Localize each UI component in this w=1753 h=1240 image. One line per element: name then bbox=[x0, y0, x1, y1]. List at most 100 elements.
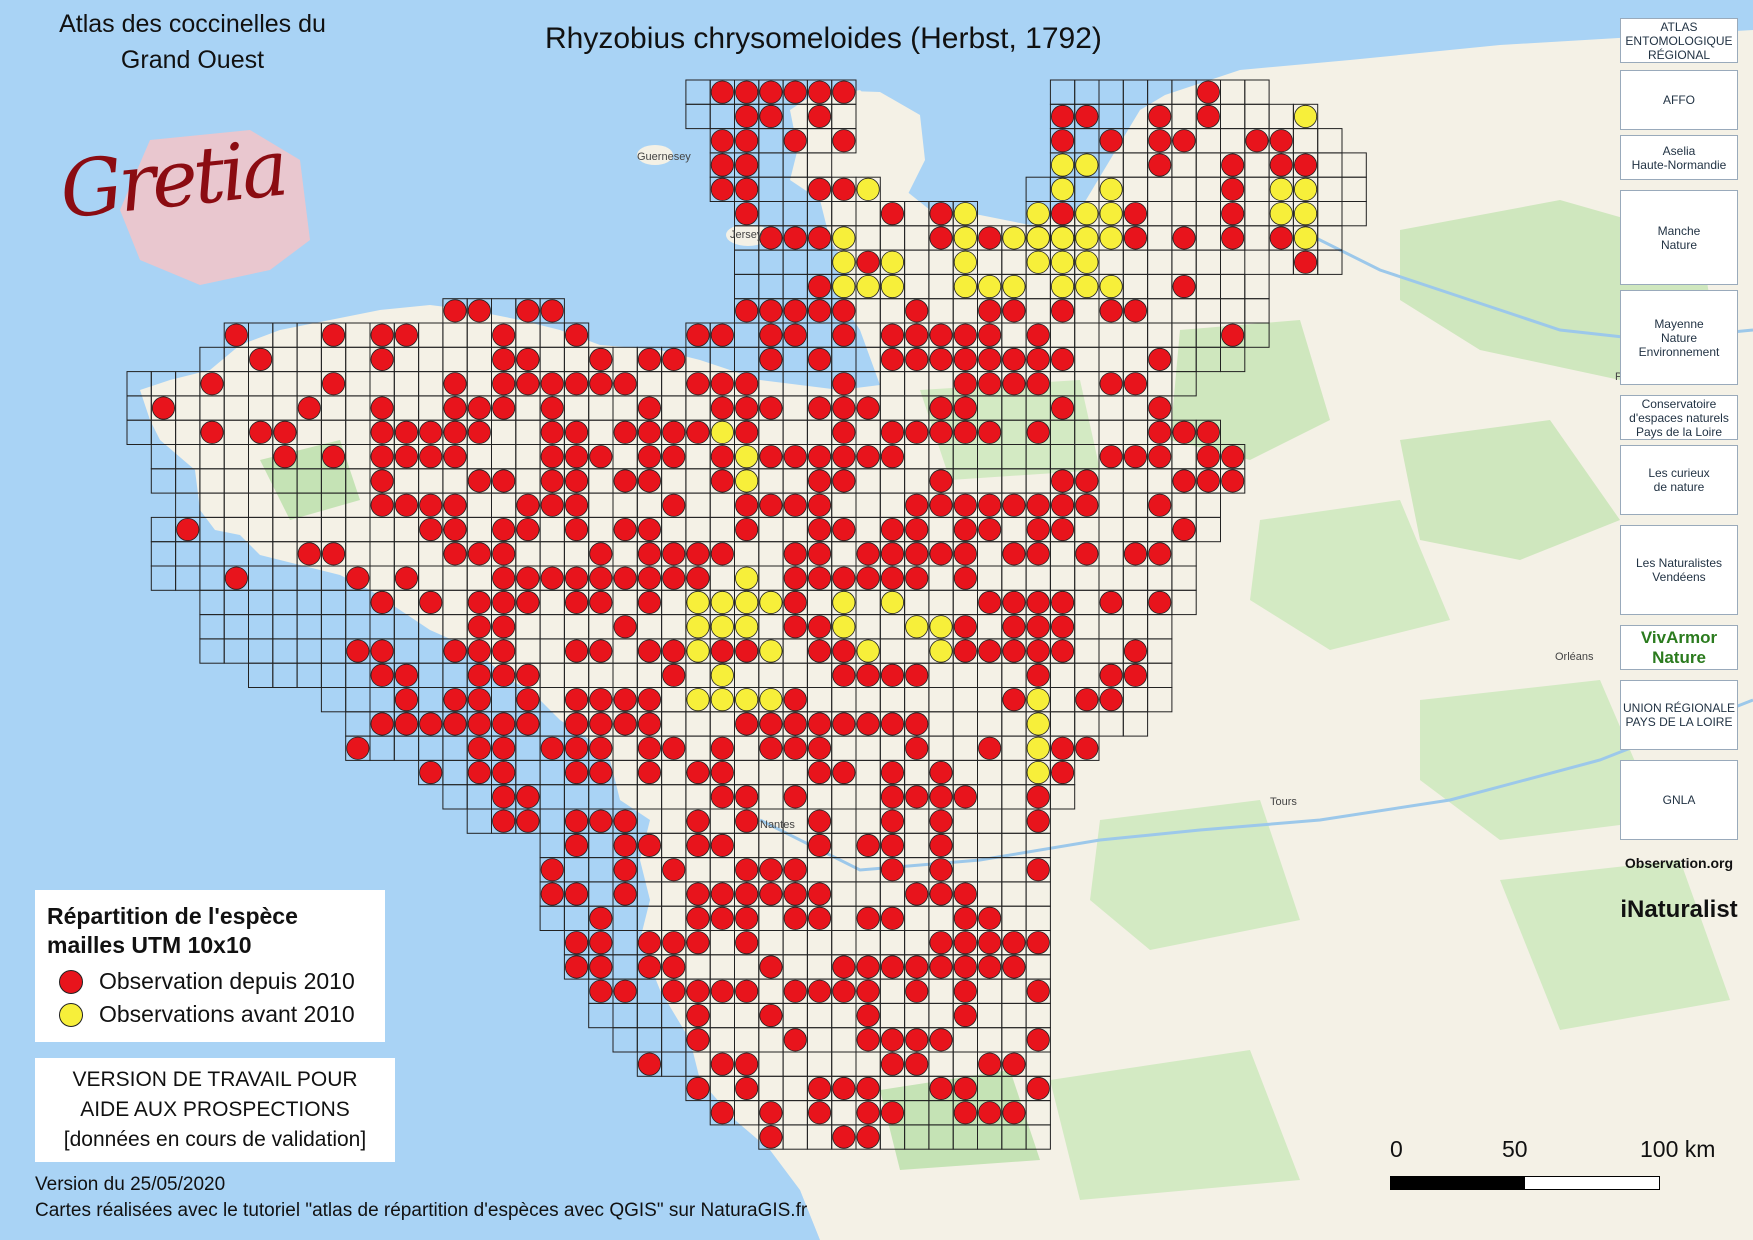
grid-cell bbox=[1195, 516, 1221, 543]
observation-since-2010-dot bbox=[516, 785, 540, 809]
observation-since-2010-dot bbox=[443, 639, 467, 663]
observation-before-2010-dot bbox=[856, 274, 880, 299]
observation-since-2010-dot bbox=[637, 833, 661, 857]
partner-logo: iNaturalist bbox=[1620, 896, 1738, 923]
observation-since-2010-dot bbox=[1123, 639, 1147, 663]
observation-since-2010-dot bbox=[443, 688, 467, 712]
observation-since-2010-dot bbox=[807, 493, 832, 517]
observation-since-2010-dot bbox=[613, 809, 637, 833]
observation-since-2010-dot bbox=[1026, 1076, 1050, 1100]
observation-since-2010-dot bbox=[1026, 1028, 1050, 1052]
observation-since-2010-dot bbox=[710, 639, 734, 663]
observation-since-2010-dot bbox=[540, 469, 564, 493]
observation-since-2010-dot bbox=[807, 833, 832, 857]
observation-since-2010-dot bbox=[564, 517, 589, 542]
note-line1: VERSION DE TRAVAIL POUR bbox=[72, 1068, 358, 1091]
observation-since-2010-dot bbox=[589, 906, 613, 930]
observation-since-2010-dot bbox=[516, 493, 540, 517]
observation-since-2010-dot bbox=[978, 1101, 1002, 1125]
legend-box: Répartition de l'espèce mailles UTM 10x1… bbox=[35, 890, 385, 1042]
observation-since-2010-dot bbox=[589, 372, 613, 396]
observation-since-2010-dot bbox=[856, 445, 880, 469]
observation-since-2010-dot bbox=[1221, 177, 1245, 201]
observation-since-2010-dot bbox=[783, 615, 807, 639]
observation-before-2010-dot bbox=[880, 274, 904, 299]
observation-since-2010-dot bbox=[759, 712, 783, 736]
observation-since-2010-dot bbox=[832, 1076, 856, 1100]
scale-segment-white bbox=[1524, 1176, 1660, 1190]
observation-since-2010-dot bbox=[1026, 372, 1050, 396]
observation-since-2010-dot bbox=[1172, 274, 1196, 299]
observation-since-2010-dot bbox=[564, 955, 589, 979]
observation-since-2010-dot bbox=[783, 80, 807, 104]
observation-since-2010-dot bbox=[735, 931, 759, 955]
observation-since-2010-dot bbox=[905, 566, 929, 590]
observation-before-2010-dot bbox=[1051, 177, 1075, 201]
observation-since-2010-dot bbox=[1123, 542, 1147, 566]
observation-since-2010-dot bbox=[637, 517, 661, 542]
observation-before-2010-dot bbox=[1075, 202, 1099, 226]
observation-since-2010-dot bbox=[832, 566, 856, 590]
observation-since-2010-dot bbox=[905, 1052, 929, 1076]
observation-since-2010-dot bbox=[249, 347, 273, 372]
observation-since-2010-dot bbox=[1075, 493, 1099, 517]
observation-since-2010-dot bbox=[735, 129, 759, 153]
observation-since-2010-dot bbox=[1026, 542, 1050, 566]
observation-since-2010-dot bbox=[1075, 688, 1099, 712]
observation-since-2010-dot bbox=[637, 469, 661, 493]
observation-since-2010-dot bbox=[613, 420, 637, 444]
observation-since-2010-dot bbox=[443, 493, 467, 517]
observation-since-2010-dot bbox=[589, 955, 613, 979]
observation-since-2010-dot bbox=[759, 858, 783, 882]
observation-before-2010-dot bbox=[735, 566, 759, 590]
observation-since-2010-dot bbox=[807, 639, 832, 663]
observation-since-2010-dot bbox=[1196, 445, 1220, 469]
observation-before-2010-dot bbox=[1026, 250, 1050, 274]
grid-cell bbox=[1341, 201, 1367, 227]
observation-since-2010-dot bbox=[832, 760, 856, 785]
observation-since-2010-dot bbox=[394, 493, 419, 517]
legend-item-old: Observations avant 2010 bbox=[47, 1001, 373, 1028]
observation-since-2010-dot bbox=[394, 445, 419, 469]
partner-logo: Manche Nature bbox=[1620, 190, 1738, 285]
observation-since-2010-dot bbox=[613, 566, 637, 590]
observation-since-2010-dot bbox=[1221, 323, 1245, 347]
observation-since-2010-dot bbox=[880, 858, 904, 882]
observation-since-2010-dot bbox=[1002, 1101, 1026, 1125]
observation-since-2010-dot bbox=[978, 226, 1002, 250]
observation-since-2010-dot bbox=[516, 566, 540, 590]
observation-since-2010-dot bbox=[1002, 347, 1026, 372]
observation-since-2010-dot bbox=[905, 882, 929, 906]
observation-since-2010-dot bbox=[1099, 129, 1123, 153]
observation-since-2010-dot bbox=[710, 542, 734, 566]
observation-since-2010-dot bbox=[589, 931, 613, 955]
observation-before-2010-dot bbox=[735, 445, 759, 469]
observation-since-2010-dot bbox=[200, 420, 224, 444]
observation-since-2010-dot bbox=[978, 323, 1002, 347]
observation-since-2010-dot bbox=[710, 736, 734, 760]
observation-since-2010-dot bbox=[759, 1125, 783, 1149]
observation-since-2010-dot bbox=[613, 712, 637, 736]
forest-patch bbox=[1050, 1050, 1300, 1200]
observation-since-2010-dot bbox=[686, 882, 710, 906]
forest-patch bbox=[1420, 680, 1660, 840]
observation-since-2010-dot bbox=[662, 736, 686, 760]
observation-since-2010-dot bbox=[443, 396, 467, 420]
observation-since-2010-dot bbox=[929, 202, 953, 226]
observation-since-2010-dot bbox=[589, 590, 613, 614]
observation-since-2010-dot bbox=[880, 1101, 904, 1125]
observation-since-2010-dot bbox=[370, 323, 394, 347]
observation-since-2010-dot bbox=[880, 542, 904, 566]
observation-since-2010-dot bbox=[978, 590, 1002, 614]
observation-since-2010-dot bbox=[856, 1028, 880, 1052]
observation-since-2010-dot bbox=[394, 712, 419, 736]
observation-since-2010-dot bbox=[1148, 396, 1172, 420]
note-line3: [données en cours de validation] bbox=[63, 1128, 367, 1151]
observation-since-2010-dot bbox=[929, 833, 953, 857]
observation-since-2010-dot bbox=[929, 469, 953, 493]
observation-since-2010-dot bbox=[1051, 299, 1075, 323]
observation-since-2010-dot bbox=[929, 955, 953, 979]
observation-since-2010-dot bbox=[735, 202, 759, 226]
observation-before-2010-dot bbox=[1051, 153, 1075, 177]
observation-since-2010-dot bbox=[953, 493, 977, 517]
